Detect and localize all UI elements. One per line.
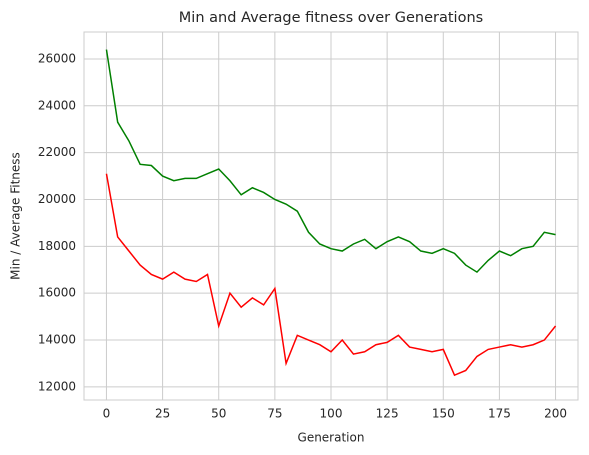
y-axis-label: Min / Average Fitness [9,152,23,280]
plot-frame [83,31,579,401]
x-axis-label: Generation [298,431,365,445]
x-tick-label: 175 [488,407,511,421]
y-tick-label: 18000 [38,239,76,253]
x-tick-label: 125 [376,407,399,421]
y-tick-label: 16000 [38,286,76,300]
line-series [105,173,557,377]
x-tick-label: 0 [103,407,111,421]
chart-title: Min and Average fitness over Generations [179,10,483,26]
x-tick-label: 50 [211,407,226,421]
y-tick-label: 24000 [38,98,76,112]
y-tick-label: 12000 [38,379,76,393]
x-tick-label: 150 [432,407,455,421]
y-tick-label: 20000 [38,192,76,206]
x-tick-label: 100 [320,407,343,421]
y-tick-label: 26000 [38,51,76,65]
y-tick-label: 22000 [38,145,76,159]
x-tick-label: 75 [267,407,282,421]
line-series [105,49,556,274]
y-tick-label: 14000 [38,333,76,347]
x-tick-label: 25 [155,407,170,421]
x-tick-label: 200 [544,407,567,421]
